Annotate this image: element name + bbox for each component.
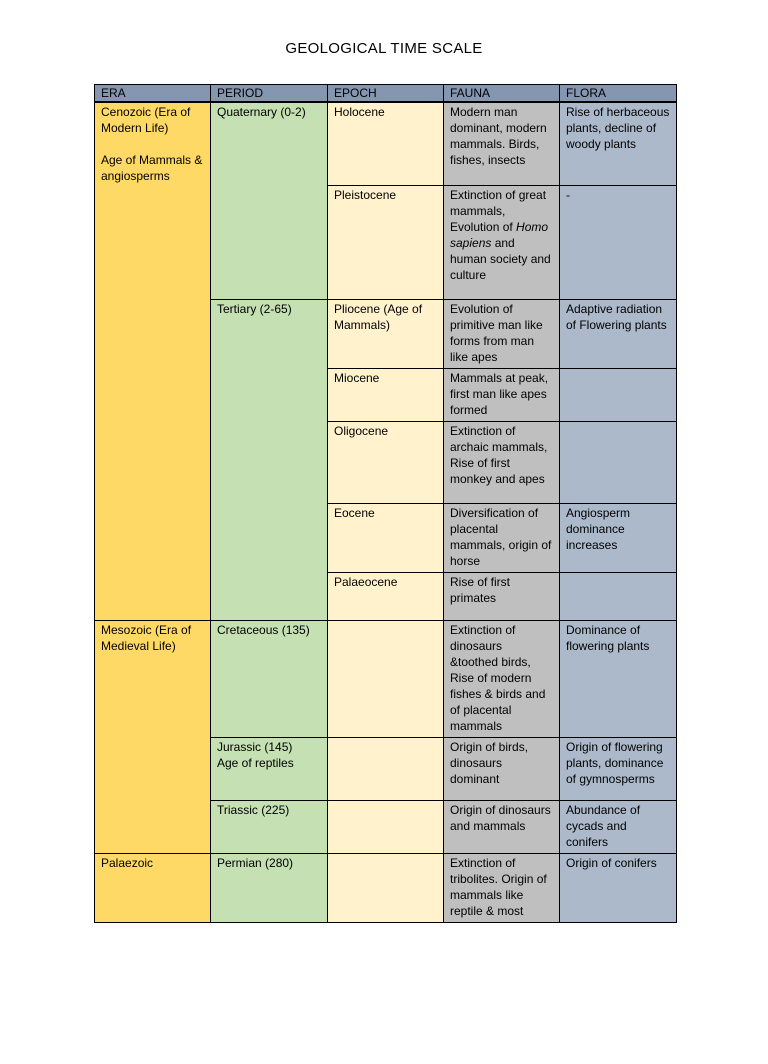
flora-cell-miocene — [559, 367, 677, 422]
column-header-period: PERIOD — [210, 84, 328, 103]
page-title: GEOLOGICAL TIME SCALE — [285, 40, 483, 57]
column-header-era: ERA — [94, 84, 211, 103]
era-cell-cenozoic: Cenozoic (Era of Modern Life) Age of Mam… — [94, 101, 211, 621]
flora-cell-triassic: Abundance of cycads and conifers — [559, 799, 677, 854]
column-header-flora: FLORA — [559, 84, 677, 103]
column-header-epoch: EPOCH — [327, 84, 444, 103]
table-row-miocene: Miocene Mammals at peak, first man like … — [95, 367, 677, 422]
table-row-jurassic: Jurassic (145) Age of reptiles Origin of… — [95, 736, 677, 801]
flora-cell-jurassic: Origin of flowering plants, dominance of… — [559, 736, 677, 801]
period-cell-quaternary: Quaternary (0-2) — [210, 101, 328, 300]
column-header-fauna: FAUNA — [443, 84, 560, 103]
epoch-cell-pleistocene: Pleistocene — [327, 184, 444, 300]
epoch-cell-triassic — [327, 799, 444, 854]
era-cell-palaezoic: Palaezoic — [94, 852, 211, 923]
table-row-eocene: Eocene Diversification of placental mamm… — [95, 502, 677, 573]
epoch-cell-pliocene: Pliocene (Age of Mammals) — [327, 298, 444, 369]
epoch-cell-palaeocene: Palaeocene — [327, 571, 444, 621]
flora-cell-oligocene — [559, 420, 677, 504]
flora-cell-pleistocene: - — [559, 184, 677, 300]
flora-cell-permian: Origin of conifers — [559, 852, 677, 923]
geological-time-scale-table: ERA PERIOD EPOCH FAUNA FLORA Cenozoic (E… — [94, 84, 677, 923]
fauna-cell-permian: Extinction of tribolites. Origin of mamm… — [443, 852, 560, 923]
table-row-permian: Palaezoic Permian (280) Extinction of tr… — [94, 852, 677, 923]
period-cell-cretaceous: Cretaceous (135) — [210, 619, 328, 738]
era-cenozoic-title: Cenozoic (Era of Modern Life) — [101, 105, 191, 135]
flora-cell-palaeocene — [559, 571, 677, 621]
era-cenozoic-subtitle: Age of Mammals & angiosperms — [101, 153, 203, 183]
period-cell-jurassic: Jurassic (145) Age of reptiles — [210, 736, 328, 801]
flora-cell-holocene: Rise of herbaceous plants, decline of wo… — [559, 101, 677, 186]
fauna-cell-miocene: Mammals at peak, first man like apes for… — [443, 367, 560, 422]
table-row-pleistocene: Pleistocene Extinction of great mammals,… — [95, 184, 677, 300]
period-jurassic-subtitle: Age of reptiles — [217, 755, 294, 770]
epoch-cell-permian — [327, 852, 444, 923]
fauna-cell-cretaceous: Extinction of dinosaurs &toothed birds, … — [443, 619, 560, 738]
flora-cell-pliocene: Adaptive radiation of Flowering plants — [559, 298, 677, 369]
fauna-cell-oligocene: Extinction of archaic mammals, Rise of f… — [443, 420, 560, 504]
flora-cell-cretaceous: Dominance of flowering plants — [559, 619, 677, 738]
fauna-pleistocene-text-end: and human society and culture — [450, 235, 551, 282]
fauna-cell-jurassic: Origin of birds, dinosaurs dominant — [443, 736, 560, 801]
fauna-cell-triassic: Origin of dinosaurs and mammals — [443, 799, 560, 854]
fauna-pleistocene-species-name: Homo sapiens — [450, 219, 549, 250]
epoch-cell-holocene: Holocene — [327, 101, 444, 186]
table-row-palaeocene: Palaeocene Rise of first primates — [95, 571, 677, 621]
period-cell-triassic: Triassic (225) — [210, 799, 328, 854]
period-cell-permian: Permian (280) — [210, 852, 328, 923]
epoch-cell-oligocene: Oligocene — [327, 420, 444, 504]
fauna-cell-eocene: Diversification of placental mammals, or… — [443, 502, 560, 573]
epoch-cell-cretaceous — [327, 619, 444, 738]
table-row-cretaceous: Mesozoic (Era of Medieval Life) Cretaceo… — [94, 619, 677, 854]
period-cell-tertiary: Tertiary (2-65) — [210, 298, 328, 621]
fauna-cell-palaeocene: Rise of first primates — [443, 571, 560, 621]
fauna-cell-holocene: Modern man dominant, modern mammals. Bir… — [443, 101, 560, 186]
table-row-pliocene: Tertiary (2-65) Pliocene (Age of Mammals… — [95, 298, 677, 621]
epoch-cell-eocene: Eocene — [327, 502, 444, 573]
fauna-cell-pliocene: Evolution of primitive man like forms fr… — [443, 298, 560, 369]
flora-cell-eocene: Angiosperm dominance increases — [559, 502, 677, 573]
table-row-triassic: Triassic (225) Origin of dinosaurs and m… — [95, 799, 677, 854]
period-jurassic-name: Jurassic (145) — [217, 739, 293, 754]
table-row-holocene: Cenozoic (Era of Modern Life) Age of Mam… — [94, 101, 677, 621]
fauna-cell-pleistocene: Extinction of great mammals, Evolution o… — [443, 184, 560, 300]
fauna-pleistocene-text: Extinction of great mammals, Evolution o… — [450, 187, 547, 234]
epoch-cell-miocene: Miocene — [327, 367, 444, 422]
document-page: GEOLOGICAL TIME SCALE ERA PERIOD EPOCH F… — [0, 40, 768, 923]
table-header-row: ERA PERIOD EPOCH FAUNA FLORA — [94, 84, 677, 103]
epoch-cell-jurassic — [327, 736, 444, 801]
era-cell-mesozoic: Mesozoic (Era of Medieval Life) — [94, 619, 211, 854]
